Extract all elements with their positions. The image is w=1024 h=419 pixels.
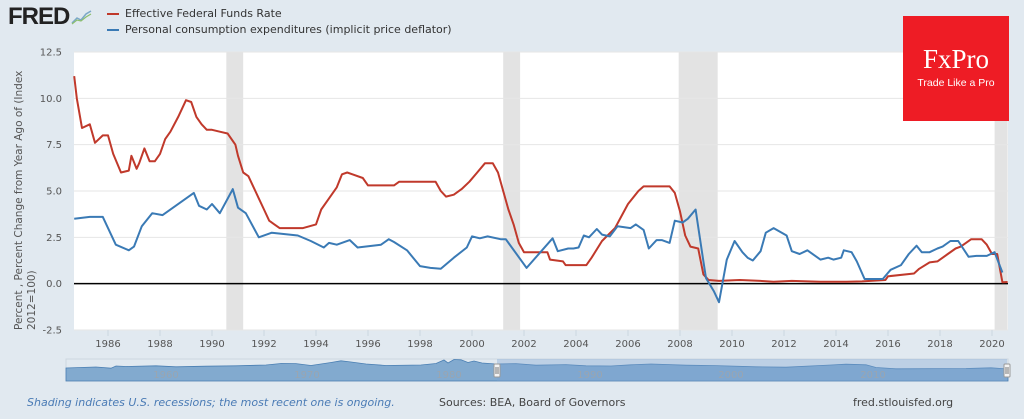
legend-swatch-red — [107, 13, 119, 15]
legend-item-pce[interactable]: Personal consumption expenditures (impli… — [107, 22, 452, 38]
y-tick-label: 10.0 — [40, 94, 62, 105]
navigator-labels: 1960 1970 1980 1990 2000 2010 — [153, 370, 885, 381]
y-axis-ticks: 12.5 10.0 7.5 5.0 2.5 0.0 -2.5 — [40, 48, 62, 337]
x-tick-label: 2014 — [823, 339, 848, 350]
fxpro-ad-banner[interactable]: FxPro Trade Like a Pro — [903, 16, 1009, 121]
y-tick-label: -2.5 — [42, 326, 62, 337]
x-tick-label: 2010 — [719, 339, 744, 350]
x-tick-label: 2008 — [667, 339, 692, 350]
x-tick-label: 1988 — [147, 339, 172, 350]
legend-swatch-blue — [107, 29, 119, 31]
x-tick-label: 1996 — [355, 339, 380, 350]
chart-line-icon — [71, 10, 92, 25]
navigator-area — [65, 359, 1009, 382]
legend-label: Personal consumption expenditures (impli… — [125, 23, 452, 36]
x-tick-label: 2004 — [563, 339, 588, 350]
x-tick-label: 2006 — [615, 339, 640, 350]
y-tick-label: 12.5 — [40, 48, 62, 59]
navigator-handle-left[interactable] — [493, 363, 501, 378]
navigator[interactable]: 1960 1970 1980 1990 2000 2010 — [65, 358, 1011, 382]
fred-logo[interactable]: FRED — [8, 3, 93, 31]
x-tick-label: 2012 — [771, 339, 796, 350]
navigator-year-label: 1970 — [294, 370, 319, 381]
y-tick-label: 7.5 — [46, 140, 62, 151]
site-link[interactable]: fred.stlouisfed.org — [853, 396, 954, 409]
y-tick-label: 2.5 — [46, 233, 62, 244]
x-tick-label: 1994 — [303, 339, 328, 350]
x-tick-label: 2002 — [511, 339, 536, 350]
x-tick-label: 2016 — [875, 339, 900, 350]
x-tick-label: 2020 — [979, 339, 1004, 350]
y-tick-label: 0.0 — [46, 279, 62, 290]
series-lines — [73, 75, 1008, 304]
navigator-year-label: 1980 — [436, 370, 461, 381]
ad-tagline: Trade Like a Pro — [917, 77, 995, 89]
x-tick-label: 2000 — [459, 339, 484, 350]
x-tick-label: 1998 — [407, 339, 432, 350]
y-tick-label: 5.0 — [46, 187, 62, 198]
ad-brand: FxPro — [922, 44, 990, 74]
x-tick-label: 2018 — [927, 339, 952, 350]
navigator-year-label: 2000 — [718, 370, 743, 381]
x-tick-label: 1986 — [95, 339, 120, 350]
x-tick-label: 1990 — [199, 339, 224, 350]
y-axis-label-line2: 2012=100) — [26, 270, 38, 330]
navigator-year-label: 1960 — [153, 370, 178, 381]
chart-legend: Effective Federal Funds Rate Personal co… — [107, 6, 452, 38]
navigator-handle-right[interactable] — [1003, 363, 1011, 378]
grid-lines — [74, 51, 1008, 331]
sources-text: Sources: BEA, Board of Governors — [439, 396, 626, 409]
navigator-selection[interactable] — [497, 359, 1007, 381]
navigator-year-label: 2010 — [860, 370, 885, 381]
x-axis-ticks: 1986 1988 1990 1992 1994 1996 1998 2000 2002 2004… — [95, 330, 1005, 350]
recession-note: Shading indicates U.S. recessions; the m… — [27, 396, 395, 409]
legend-label: Effective Federal Funds Rate — [125, 7, 282, 20]
series-line-fed-funds — [73, 75, 1008, 284]
y-axis-label-line1: Percent , Percent Change from Year Ago o… — [13, 71, 25, 330]
legend-item-fed-funds[interactable]: Effective Federal Funds Rate — [107, 6, 452, 22]
navigator-year-label: 1990 — [577, 370, 602, 381]
fred-logo-text: FRED — [8, 3, 70, 30]
series-line-pce — [74, 188, 1004, 304]
x-tick-label: 1992 — [251, 339, 276, 350]
